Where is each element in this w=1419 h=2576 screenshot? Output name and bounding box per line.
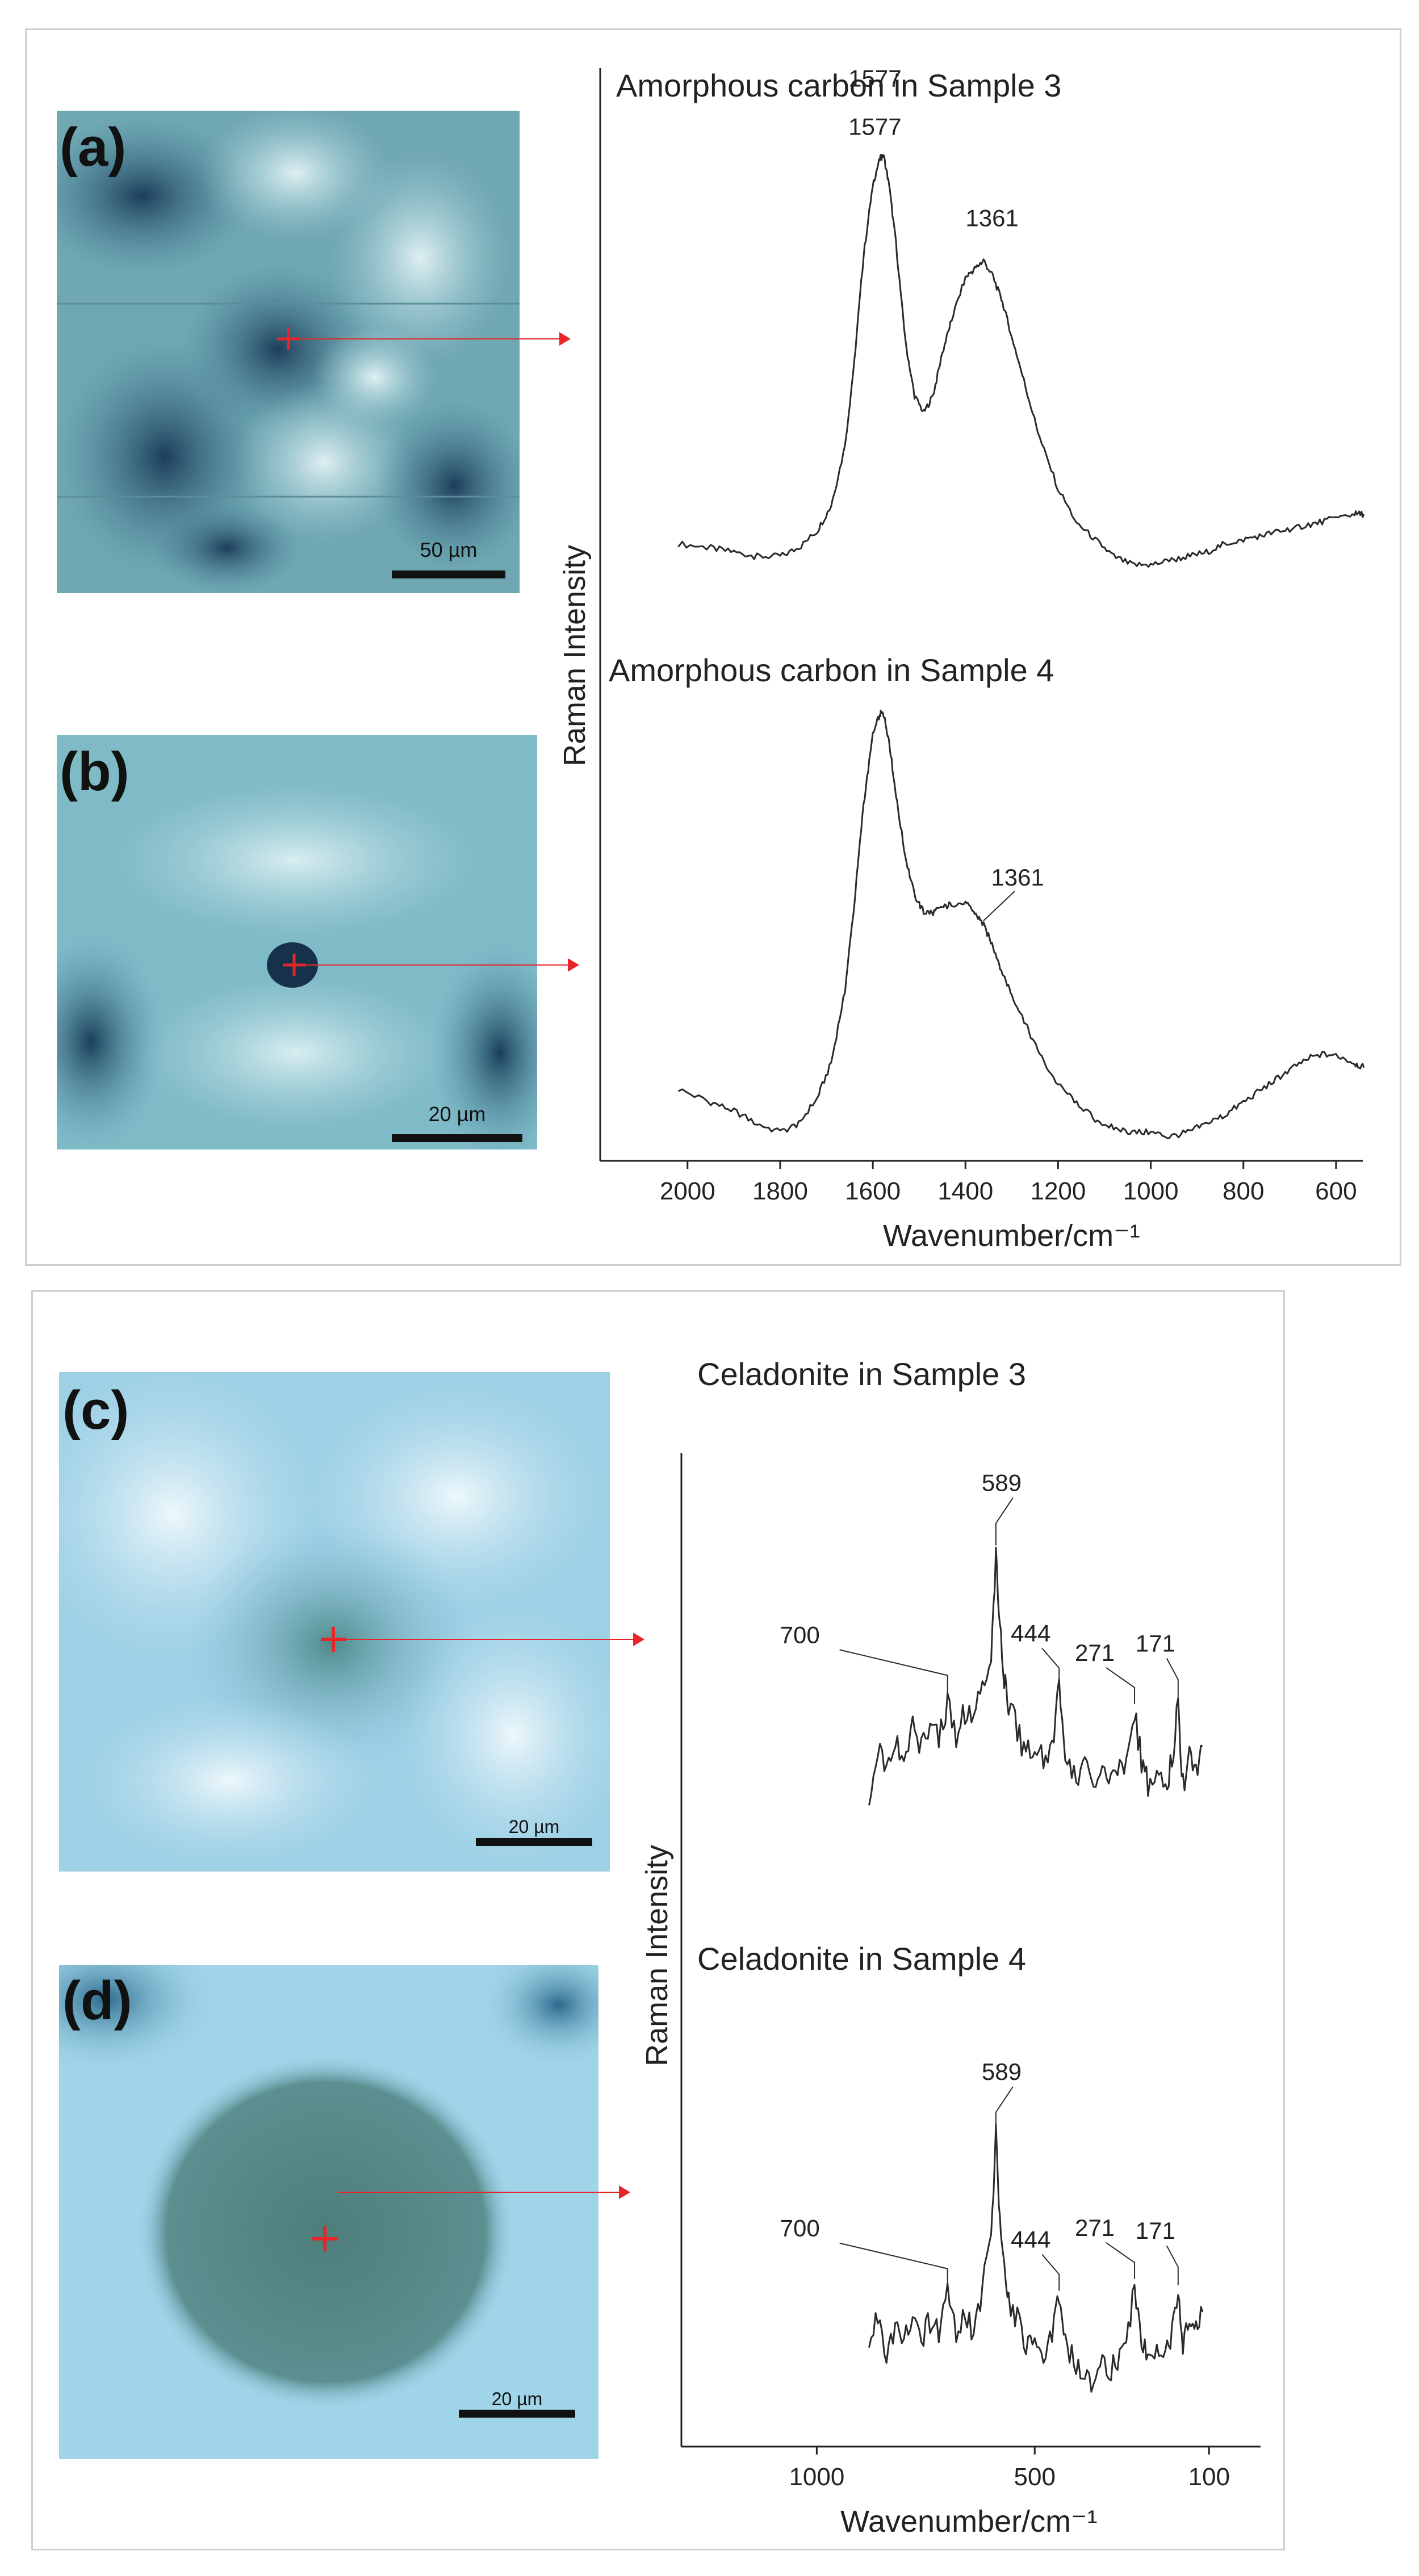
scale-label-d: 20 µm <box>491 2389 543 2409</box>
peak-label-cel-s4-444: 444 <box>1011 2226 1050 2253</box>
peak-label-carbon-s4-1577: 1577 <box>848 65 901 92</box>
peak-label-cel-s3-589: 589 <box>982 1470 1022 1496</box>
top-y-axis-title: Raman Intensity <box>558 545 592 766</box>
pointer-arrow-a <box>559 332 571 346</box>
marker-a <box>277 328 300 350</box>
peak-leader-cel-s4-700 <box>839 2242 948 2291</box>
micrograph-a-image <box>57 111 520 593</box>
pointer-arrow-d <box>619 2185 630 2199</box>
top-x-ticks: 2000 1800 1600 1400 1200 1000 800 600 <box>660 1161 1357 1205</box>
series-celadonite-s3: 700 589 444 271 171 <box>780 1470 1203 1806</box>
marker-b <box>283 954 305 976</box>
peak-leader-cel-s3-444 <box>1041 1647 1060 1685</box>
x-tick-label-500: 500 <box>1014 2463 1056 2491</box>
peak-leader-cel-s4-171 <box>1166 2245 1179 2285</box>
spectrum-line-cel-s4 <box>868 2124 1204 2393</box>
peak-label-carbon-s4-1361: 1361 <box>991 864 1044 891</box>
x-tick-label-600: 600 <box>1315 1177 1357 1205</box>
scale-bar-a <box>392 570 505 578</box>
panel-label-c: (c) <box>62 1380 129 1441</box>
series-carbon-s4: 1577 1361 <box>677 65 1365 1139</box>
pointer-arrow-c <box>633 1633 644 1646</box>
panel-label-b: (b) <box>60 741 129 802</box>
bottom-x-ticks: 1000 500 100 <box>789 2447 1230 2491</box>
top-spectra-svg: 2000 1800 1600 1400 1200 1000 800 600 Amorphous… <box>277 65 1365 1253</box>
x-tick-label-1800: 1800 <box>752 1177 808 1205</box>
x-tick-label-1600: 1600 <box>845 1177 901 1205</box>
peak-leader-cel-s3-589 <box>995 1497 1014 1546</box>
top-x-axis-title: Wavenumber/cm⁻¹ <box>883 1219 1140 1253</box>
x-tick-label-800: 800 <box>1223 1177 1264 1205</box>
x-tick-label-1000: 1000 <box>1123 1177 1179 1205</box>
micrograph-d-image <box>59 1965 598 2459</box>
chart-title-carbon-s3: Amorphous carbon in Sample 3 <box>616 68 1061 103</box>
chart-title-celadonite-s4: Celadonite in Sample 4 <box>697 1941 1026 1977</box>
scale-label-b: 20 µm <box>428 1102 486 1126</box>
marker-d <box>312 2226 338 2251</box>
peak-label-cel-s4-589: 589 <box>982 2058 1022 2085</box>
bottom-y-axis-title: Raman Intensity <box>640 1845 674 2066</box>
chart-title-carbon-s4: Amorphous carbon in Sample 4 <box>609 652 1054 688</box>
peak-label-carbon-s3-1577: 1577 <box>848 113 901 140</box>
scale-bar-d <box>459 2410 575 2418</box>
series-carbon-s3: 1577 1361 <box>677 113 1365 568</box>
spectrum-line-carbon-s3 <box>677 154 1365 568</box>
peak-leader-cel-s4-444 <box>1041 2254 1060 2291</box>
micrograph-b <box>57 735 537 1149</box>
scale-label-a: 50 µm <box>420 538 478 561</box>
scale-bar-b <box>392 1134 522 1142</box>
micrograph-d <box>59 1965 598 2459</box>
x-tick-label-1000: 1000 <box>789 2463 844 2491</box>
chart-title-celadonite-s3: Celadonite in Sample 3 <box>697 1356 1026 1392</box>
x-tick-label-1200: 1200 <box>1030 1177 1086 1205</box>
peak-label-cel-s3-271: 271 <box>1075 1639 1115 1666</box>
scale-label-c: 20 µm <box>508 1816 560 1837</box>
top-spectra-plot: 2000 1800 1600 1400 1200 1000 800 600 Amorphous… <box>277 65 1365 1253</box>
peak-leader-cel-s4-589 <box>995 2086 1014 2134</box>
peak-leader-carbon-s4-1361 <box>983 891 1015 921</box>
spectrum-line-cel-s3 <box>868 1546 1203 1806</box>
micrograph-b-image <box>57 735 537 1149</box>
peak-label-cel-s4-700: 700 <box>780 2215 820 2242</box>
peak-label-cel-s3-171: 171 <box>1136 1630 1175 1656</box>
peak-leader-cel-s4-271 <box>1106 2242 1136 2279</box>
peak-label-carbon-s3-1361: 1361 <box>965 205 1018 232</box>
peak-label-cel-s3-700: 700 <box>780 1621 820 1648</box>
x-tick-label-2000: 2000 <box>660 1177 715 1205</box>
pointer-arrow-b <box>568 958 579 972</box>
peak-leader-cel-s3-171 <box>1166 1658 1179 1698</box>
series-celadonite-s4: 700 589 444 271 171 <box>780 2058 1204 2393</box>
bottom-x-axis-title: Wavenumber/cm⁻¹ <box>840 2504 1098 2539</box>
x-tick-label-1400: 1400 <box>937 1177 993 1205</box>
micrograph-c <box>59 1372 610 1872</box>
marker-c <box>321 1627 346 1652</box>
peak-label-cel-s4-171: 171 <box>1136 2217 1175 2244</box>
peak-leader-cel-s3-700 <box>839 1649 948 1698</box>
panel-label-a: (a) <box>60 117 127 178</box>
micrograph-a <box>57 111 520 593</box>
peak-label-cel-s4-271: 271 <box>1075 2214 1115 2241</box>
spectrum-line-carbon-s4 <box>677 710 1365 1139</box>
micrograph-c-image <box>59 1372 610 1872</box>
scale-bar-c <box>476 1838 592 1846</box>
peak-leader-cel-s3-271 <box>1106 1667 1136 1704</box>
peak-label-cel-s3-444: 444 <box>1011 1620 1050 1647</box>
x-tick-label-100: 100 <box>1188 2463 1230 2491</box>
panel-label-d: (d) <box>62 1970 132 2031</box>
